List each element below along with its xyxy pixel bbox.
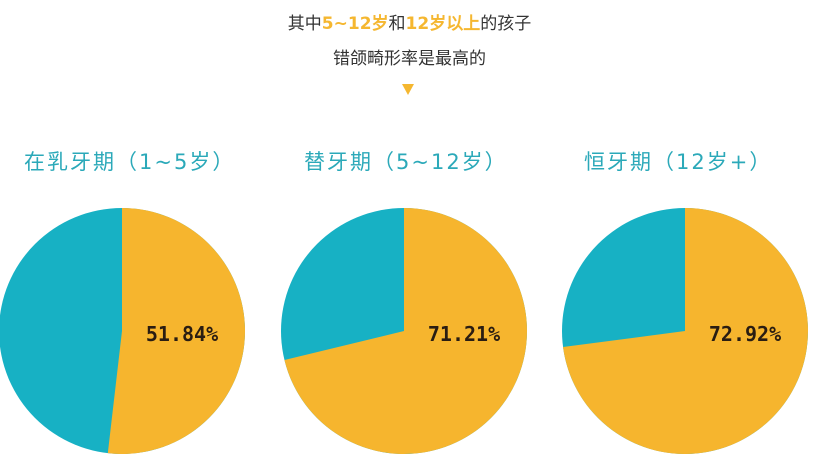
headline-highlight-age-12-plus: 12岁以上 xyxy=(405,14,481,34)
pie-slice-malocclusion xyxy=(107,207,246,455)
pie-slice-malocclusion xyxy=(563,208,808,454)
pie-1: 51.84% xyxy=(0,207,246,455)
headline-text: 的孩子 xyxy=(480,14,532,34)
headline-highlight-age-5-12: 5~12岁 xyxy=(321,14,389,34)
down-arrow-icon xyxy=(402,84,414,95)
pie-3: 72.92% xyxy=(562,208,808,454)
pie-2: 71.21% xyxy=(281,208,527,454)
pie-title-permanent: 恒牙期（12岁+） xyxy=(584,150,773,174)
pie-data-label: 72.92% xyxy=(709,322,781,346)
headline-line-2: 错颌畸形率是最高的 xyxy=(333,49,486,69)
pie-title-primary: 在乳牙期（1~5岁） xyxy=(24,150,236,174)
headline-text: 和 xyxy=(388,14,406,34)
pie-slice-malocclusion xyxy=(284,208,527,454)
headline-line-1: 其中5~12岁和12岁以上的孩子 xyxy=(0,9,819,34)
pie-data-label: 51.84% xyxy=(146,322,218,346)
pie-title-mixed: 替牙期（5~12岁） xyxy=(304,150,508,174)
pie-data-label: 71.21% xyxy=(428,322,500,346)
headline-text: 其中 xyxy=(287,14,322,34)
